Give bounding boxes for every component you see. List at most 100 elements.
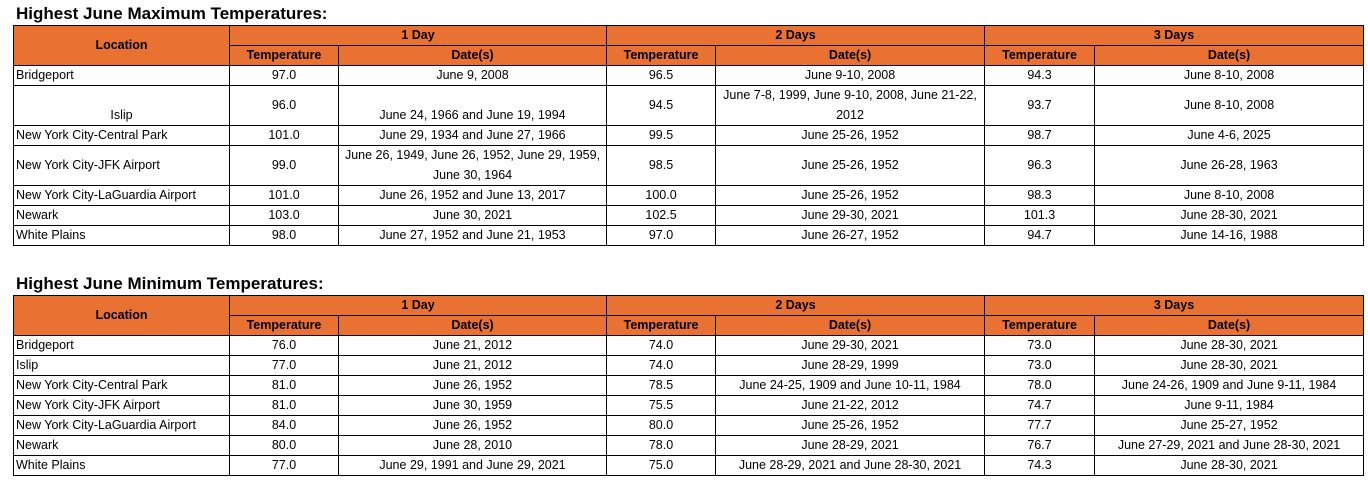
temperature-cell: 102.5 — [606, 205, 717, 226]
temperature-cell: 94.7 — [984, 225, 1096, 246]
dates-cell: June 28-29, 2021 — [715, 435, 986, 456]
column-header: Date(s) — [1094, 45, 1365, 66]
temperature-cell: 78.0 — [984, 375, 1096, 396]
dates-cell: June 21, 2012 — [337, 335, 608, 356]
temperature-cell: 93.7 — [984, 85, 1096, 126]
dates-cell: June 9, 2008 — [337, 65, 608, 86]
min-temps-section: Highest June Minimum Temperatures: Locat… — [13, 273, 1365, 476]
dates-cell: June 21, 2012 — [337, 355, 608, 376]
location-cell: Islip — [13, 85, 230, 126]
dates-cell: June 26, 1952 — [337, 375, 608, 396]
section-title: Highest June Minimum Temperatures: — [16, 274, 324, 293]
dates-cell: June 28, 2010 — [337, 435, 608, 456]
dates-cell: June 8-10, 2008 — [1094, 185, 1365, 206]
column-header: Date(s) — [337, 315, 608, 336]
dates-cell: June 30, 2021 — [337, 205, 608, 226]
temperature-cell: 99.0 — [229, 145, 339, 186]
table-row: White Plains 77.0 June 29, 1991 and June… — [13, 455, 1365, 476]
location-cell: Islip — [13, 355, 230, 376]
temperature-cell: 74.0 — [606, 335, 717, 356]
dates-cell: June 30, 1959 — [337, 395, 608, 416]
temperature-cell: 73.0 — [984, 355, 1096, 376]
temperature-cell: 80.0 — [229, 435, 339, 456]
temperature-cell: 74.0 — [606, 355, 717, 376]
location-cell: New York City-JFK Airport — [13, 145, 230, 186]
temperature-cell: 80.0 — [606, 415, 717, 436]
dates-cell: June 27-29, 2021 and June 28-30, 2021 — [1094, 435, 1365, 456]
table-row: New York City-Central Park 81.0 June 26,… — [13, 375, 1365, 396]
dates-cell: June 28-29, 1999 — [715, 355, 986, 376]
dates-cell: June 28-29, 2021 and June 28-30, 2021 — [715, 455, 986, 476]
table-row: Bridgeport 97.0 June 9, 2008 96.5 June 9… — [13, 65, 1365, 86]
temperature-cell: 76.0 — [229, 335, 339, 356]
dates-cell: June 21-22, 2012 — [715, 395, 986, 416]
temperature-cell: 103.0 — [229, 205, 339, 226]
table-row: Newark 103.0 June 30, 2021 102.5 June 29… — [13, 205, 1365, 226]
dates-cell: June 4-6, 2025 — [1094, 125, 1365, 146]
temperature-cell: 98.3 — [984, 185, 1096, 206]
table-row: New York City-Central Park 101.0 June 29… — [13, 125, 1365, 146]
dates-cell: June 26, 1952 — [337, 415, 608, 436]
temperature-cell: 101.0 — [229, 125, 339, 146]
column-header: Date(s) — [715, 45, 986, 66]
temperature-cell: 98.7 — [984, 125, 1096, 146]
location-cell: New York City-LaGuardia Airport — [13, 185, 230, 206]
table-row: Newark 80.0 June 28, 2010 78.0 June 28-2… — [13, 435, 1365, 456]
temperature-cell: 94.3 — [984, 65, 1096, 86]
dates-cell: June 28-30, 2021 — [1094, 455, 1365, 476]
location-cell: White Plains — [13, 455, 230, 476]
column-header: Date(s) — [337, 45, 608, 66]
group-header-3-days: 3 Days — [984, 295, 1365, 316]
dates-cell: June 8-10, 2008 — [1094, 65, 1365, 86]
location-cell: Bridgeport — [13, 335, 230, 356]
dates-cell: June 26, 1952 and June 13, 2017 — [337, 185, 608, 206]
dates-cell: June 25-26, 1952 — [715, 125, 986, 146]
location-cell: Newark — [13, 205, 230, 226]
dates-cell: June 25-26, 1952 — [715, 185, 986, 206]
group-header-1-day: 1 Day — [228, 25, 608, 46]
dates-cell: June 29, 1934 and June 27, 1966 — [337, 125, 608, 146]
dates-cell: June 8-10, 2008 — [1094, 85, 1365, 126]
temperature-cell: 76.7 — [984, 435, 1096, 456]
dates-cell: June 9-11, 1984 — [1094, 395, 1365, 416]
column-header: Date(s) — [1094, 315, 1365, 336]
group-header-2-days: 2 Days — [606, 25, 986, 46]
table-row: Islip 96.0 June 24, 1966 and June 19, 19… — [13, 85, 1365, 126]
max-temps-table: Location 1 Day 2 Days 3 Days Temperature… — [13, 25, 1365, 246]
location-cell: New York City-Central Park — [13, 125, 230, 146]
temperature-cell: 81.0 — [229, 395, 339, 416]
table-row: New York City-LaGuardia Airport 101.0 Ju… — [13, 185, 1365, 206]
group-header-1-day: 1 Day — [228, 295, 608, 316]
location-cell: New York City-JFK Airport — [13, 395, 230, 416]
temperature-cell: 77.7 — [984, 415, 1096, 436]
dates-cell: June 25-26, 1952 — [715, 415, 986, 436]
table-row: White Plains 98.0 June 27, 1952 and June… — [13, 225, 1365, 246]
table-row: New York City-JFK Airport 81.0 June 30, … — [13, 395, 1365, 416]
dates-cell: June 28-30, 2021 — [1094, 335, 1365, 356]
temperature-cell: 98.0 — [229, 225, 339, 246]
location-cell: New York City-Central Park — [13, 375, 230, 396]
location-header: Location — [13, 25, 230, 66]
location-cell: Bridgeport — [13, 65, 230, 86]
table-row: Bridgeport 76.0 June 21, 2012 74.0 June … — [13, 335, 1365, 356]
group-header-2-days: 2 Days — [606, 295, 986, 316]
dates-cell: June 29-30, 2021 — [715, 335, 986, 356]
temperature-cell: 101.3 — [984, 205, 1096, 226]
temperature-cell: 77.0 — [229, 355, 339, 376]
column-header: Temperature — [984, 315, 1096, 336]
group-header-3-days: 3 Days — [984, 25, 1365, 46]
temperature-cell: 96.3 — [984, 145, 1096, 186]
dates-cell: June 27, 1952 and June 21, 1953 — [337, 225, 608, 246]
dates-cell: June 26-28, 1963 — [1094, 145, 1365, 186]
temperature-cell: 74.7 — [984, 395, 1096, 416]
dates-cell: June 24-25, 1909 and June 10-11, 1984 — [715, 375, 986, 396]
dates-cell: June 9-10, 2008 — [715, 65, 986, 86]
dates-cell: June 24, 1966 and June 19, 1994 — [337, 85, 608, 126]
location-cell: New York City-LaGuardia Airport — [13, 415, 230, 436]
temperature-cell: 97.0 — [606, 225, 717, 246]
temperature-cell: 96.0 — [229, 85, 339, 126]
dates-cell: June 26-27, 1952 — [715, 225, 986, 246]
temperature-cell: 75.5 — [606, 395, 717, 416]
location-header: Location — [13, 295, 230, 336]
column-header: Temperature — [229, 45, 339, 66]
